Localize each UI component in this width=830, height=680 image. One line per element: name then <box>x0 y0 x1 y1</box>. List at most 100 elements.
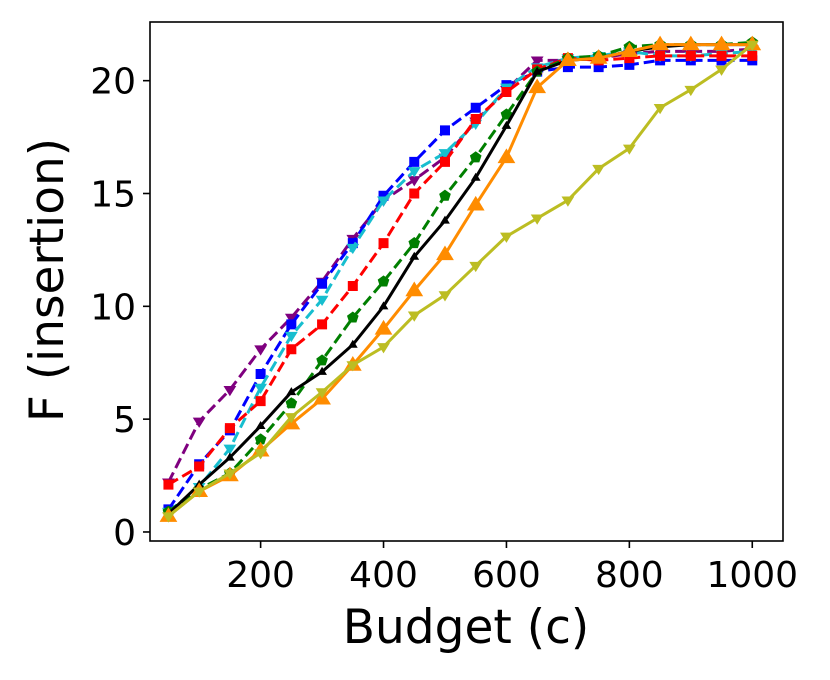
data-point <box>653 103 667 115</box>
data-point <box>409 188 420 199</box>
data-point <box>284 413 298 424</box>
data-point <box>223 469 237 480</box>
axes-layer: 200 400 600 800 1000 0 5 10 15 20 <box>90 21 798 596</box>
x-axis-ticks: 200 400 600 800 1000 <box>226 541 798 596</box>
plot-frame <box>149 21 784 542</box>
data-point <box>317 366 327 375</box>
data-point <box>347 339 358 348</box>
data-point <box>528 78 547 94</box>
data-point <box>469 151 482 163</box>
data-point <box>530 214 544 225</box>
series-8 <box>162 40 759 523</box>
y-axis-ticks: 0 5 10 15 20 <box>90 62 150 554</box>
data-point <box>438 149 452 160</box>
x-tick-label: 400 <box>349 555 418 596</box>
data-point <box>316 354 328 366</box>
data-point <box>374 319 393 335</box>
series-line <box>167 58 753 511</box>
data-point <box>377 275 390 287</box>
data-point <box>470 172 481 181</box>
data-point <box>622 144 636 155</box>
y-tick-label: 20 <box>90 62 136 103</box>
series-1 <box>162 45 759 489</box>
data-point <box>254 345 268 356</box>
data-point <box>470 102 481 113</box>
data-point <box>501 86 512 97</box>
series-line <box>167 47 753 484</box>
data-point <box>561 196 575 207</box>
data-point <box>254 449 268 460</box>
series-layer <box>159 35 762 523</box>
data-point <box>194 461 205 472</box>
data-point <box>500 232 513 243</box>
data-point <box>589 49 608 64</box>
data-point <box>559 51 577 67</box>
data-point <box>469 261 483 273</box>
data-point <box>254 383 268 395</box>
data-point <box>284 331 298 343</box>
data-point <box>747 50 758 61</box>
series-line <box>167 40 753 513</box>
data-point <box>436 245 454 261</box>
data-point <box>715 65 728 76</box>
y-axis-label: F (insertion) <box>20 138 75 422</box>
data-point <box>223 386 237 397</box>
data-point <box>592 164 606 176</box>
series-4 <box>163 50 758 490</box>
data-point <box>315 295 329 306</box>
data-point <box>684 85 698 97</box>
data-point <box>466 195 485 211</box>
data-point <box>317 319 328 330</box>
y-tick-label: 5 <box>113 400 136 441</box>
data-point <box>255 369 266 380</box>
data-point <box>712 35 731 51</box>
data-point <box>439 125 450 136</box>
data-point <box>681 35 700 51</box>
x-axis-label: Budget (c) <box>343 600 590 655</box>
data-point <box>530 56 544 67</box>
data-point <box>192 487 206 498</box>
data-point <box>685 50 696 61</box>
series-5 <box>162 36 759 517</box>
data-point <box>162 512 175 523</box>
y-tick-label: 15 <box>90 174 136 215</box>
data-point <box>409 156 420 167</box>
data-point <box>163 479 174 490</box>
data-point <box>716 50 727 61</box>
x-tick-label: 1000 <box>706 555 798 596</box>
data-point <box>347 281 358 292</box>
data-point <box>655 50 666 61</box>
data-point <box>225 452 235 461</box>
data-point <box>315 388 329 399</box>
data-point <box>532 66 543 75</box>
data-point <box>346 243 360 255</box>
data-point <box>440 215 450 224</box>
data-point <box>497 148 516 164</box>
data-point <box>346 361 360 372</box>
data-point <box>255 396 266 407</box>
data-point <box>285 397 298 409</box>
data-point <box>405 281 424 297</box>
data-point <box>501 120 512 129</box>
data-point <box>407 167 421 178</box>
data-point <box>620 42 639 58</box>
data-point <box>745 40 759 52</box>
data-point <box>286 344 297 355</box>
data-point <box>317 278 328 289</box>
data-point <box>377 343 390 354</box>
y-tick-label: 0 <box>113 513 136 554</box>
series-2 <box>163 55 758 515</box>
data-point <box>651 35 669 51</box>
data-point <box>286 319 297 330</box>
data-point <box>346 311 359 323</box>
x-tick-label: 800 <box>595 555 664 596</box>
data-point <box>255 420 266 430</box>
data-point <box>438 291 452 302</box>
data-point <box>224 423 235 434</box>
data-point <box>439 156 450 167</box>
data-point <box>192 417 206 428</box>
data-point <box>378 238 389 249</box>
data-point <box>500 108 513 120</box>
